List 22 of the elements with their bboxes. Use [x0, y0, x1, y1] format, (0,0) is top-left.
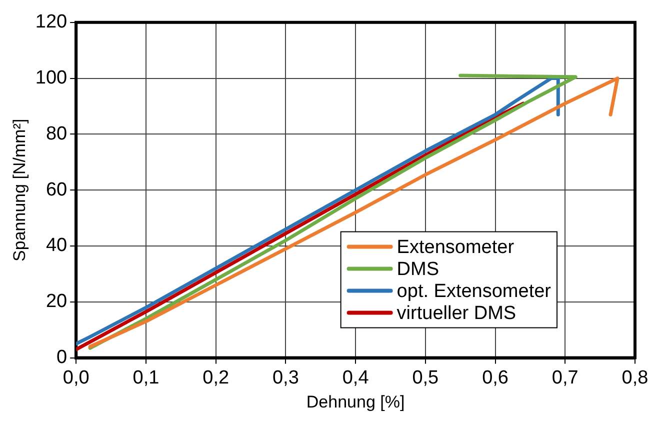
- x-tick-label: 0,0: [62, 367, 90, 388]
- legend-label: virtueller DMS: [396, 303, 516, 324]
- x-tick-label: 0,8: [622, 367, 648, 388]
- y-axis-title: Spannung [N/mm²]: [10, 118, 29, 262]
- y-tick-label: 80: [46, 123, 68, 144]
- y-tick-label: 0: [56, 347, 68, 368]
- y-tick-label: 40: [46, 235, 68, 256]
- y-tick-label: 20: [46, 291, 68, 312]
- legend-label: Extensometer: [396, 237, 515, 258]
- x-tick-label: 0,3: [272, 367, 299, 388]
- y-tick-label: 120: [35, 12, 68, 33]
- y-tick-label: 100: [35, 68, 68, 89]
- x-tick-label: 0,4: [342, 367, 370, 388]
- x-axis-title: Dehnung [%]: [306, 392, 405, 412]
- x-tick-label: 0,7: [552, 367, 578, 388]
- legend-label: opt. Extensometer: [396, 281, 552, 302]
- x-tick-label: 0,6: [482, 367, 508, 388]
- legend-label: DMS: [396, 259, 440, 280]
- y-tick-label: 60: [46, 179, 68, 200]
- x-tick-label: 0,1: [132, 367, 160, 388]
- x-tick-label: 0,2: [202, 367, 230, 388]
- x-tick-label: 0,5: [412, 367, 439, 388]
